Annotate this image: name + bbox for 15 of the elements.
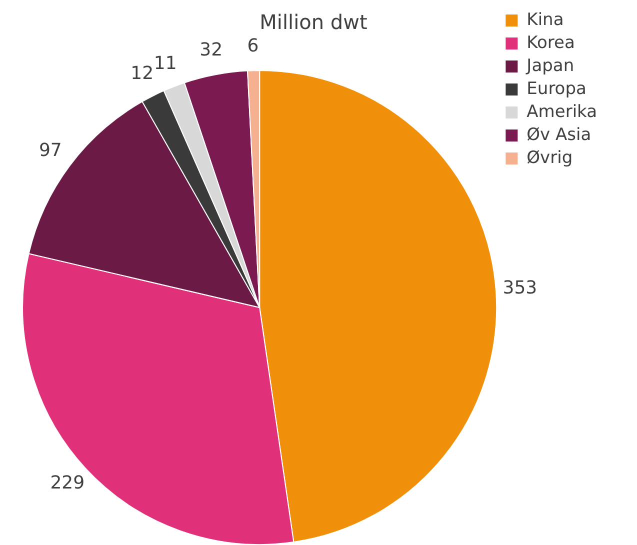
chart-title: Million dwt — [260, 10, 368, 34]
legend-label: Korea — [526, 32, 575, 53]
legend-label: Kina — [526, 10, 564, 30]
legend-label: Øv Asia — [526, 124, 592, 145]
data-label: 6 — [247, 35, 259, 56]
data-label: 11 — [154, 52, 177, 74]
data-label: 12 — [130, 63, 154, 84]
data-label: 32 — [200, 40, 223, 61]
legend-label: Øvrig — [526, 148, 573, 168]
legend-label: Amerika — [526, 102, 598, 122]
legend-label: Europa — [526, 78, 586, 99]
data-label: 229 — [50, 472, 85, 494]
legend-label: Japan — [526, 56, 574, 76]
data-label: 353 — [502, 277, 538, 298]
data-label: 97 — [38, 140, 62, 162]
